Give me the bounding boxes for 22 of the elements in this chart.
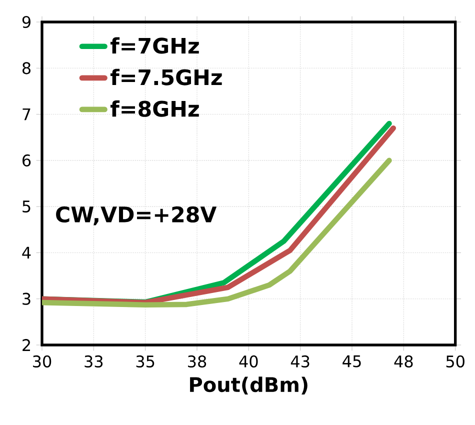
y-tick-label: 5	[22, 200, 30, 213]
x-tick-label: 33	[84, 355, 103, 368]
x-tick-label: 43	[290, 355, 310, 368]
x-tick-label: 50	[446, 355, 464, 368]
legend-label: f=7.5GHz	[110, 68, 222, 86]
annotation: CW,VD=+28V	[56, 206, 217, 226]
x-tick-label: 35	[136, 355, 154, 368]
y-tick-label: 7	[22, 108, 30, 120]
y-tick-label: 6	[22, 154, 31, 166]
x-tick-label: 40	[239, 355, 258, 368]
x-tick-label: 38	[188, 355, 206, 368]
y-tick-label: 3	[22, 292, 30, 305]
x-tick-label: 30	[33, 355, 52, 368]
legend-label: f=7GHz	[110, 37, 199, 54]
x-tick-label: 48	[394, 355, 413, 368]
y-tick-label: 9	[22, 16, 30, 28]
y-tick-label: 4	[22, 246, 31, 259]
x-tick-label: 45	[342, 355, 361, 368]
y-tick-label: 2	[22, 339, 30, 351]
y-tick-label: 8	[22, 62, 30, 74]
legend-label: f=8GHz	[110, 100, 199, 117]
x-axis-title: Pout(dBm)	[190, 376, 308, 394]
